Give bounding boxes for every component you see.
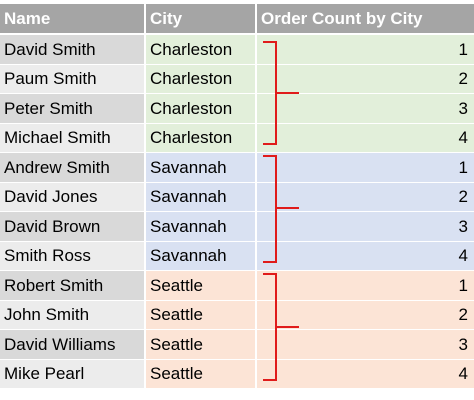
name-cell: Robert Smith (0, 271, 144, 300)
city-cell: Charleston (146, 35, 255, 64)
name-cell: Michael Smith (0, 123, 144, 152)
header-cell: Name (0, 4, 144, 33)
count-cell: 3 (257, 330, 474, 359)
name-cell: Andrew Smith (0, 153, 144, 182)
city-cell: Savannah (146, 241, 255, 270)
city-cell: Seattle (146, 359, 255, 388)
count-cell: 1 (257, 271, 474, 300)
count-cell: 4 (257, 241, 474, 270)
header-cell: Order Count by City (257, 4, 474, 33)
count-cell: 2 (257, 182, 474, 211)
name-cell: Mike Pearl (0, 359, 144, 388)
count-cell: 1 (257, 35, 474, 64)
city-cell: Savannah (146, 153, 255, 182)
city-cell: Seattle (146, 271, 255, 300)
name-cell: David Jones (0, 182, 144, 211)
city-cell: Savannah (146, 212, 255, 241)
header-cell: City (146, 4, 255, 33)
count-cell: 4 (257, 359, 474, 388)
count-cell: 2 (257, 64, 474, 93)
name-cell: John Smith (0, 300, 144, 329)
city-cell: Charleston (146, 123, 255, 152)
name-cell: David Williams (0, 330, 144, 359)
city-cell: Seattle (146, 330, 255, 359)
name-cell: Paum Smith (0, 64, 144, 93)
city-cell: Seattle (146, 300, 255, 329)
count-cell: 1 (257, 153, 474, 182)
city-cell: Charleston (146, 64, 255, 93)
count-cell: 3 (257, 212, 474, 241)
count-cell: 3 (257, 94, 474, 123)
name-cell: David Smith (0, 35, 144, 64)
count-cell: 4 (257, 123, 474, 152)
name-cell: David Brown (0, 212, 144, 241)
count-cell: 2 (257, 300, 474, 329)
city-cell: Savannah (146, 182, 255, 211)
name-cell: Smith Ross (0, 241, 144, 270)
city-cell: Charleston (146, 94, 255, 123)
name-cell: Peter Smith (0, 94, 144, 123)
